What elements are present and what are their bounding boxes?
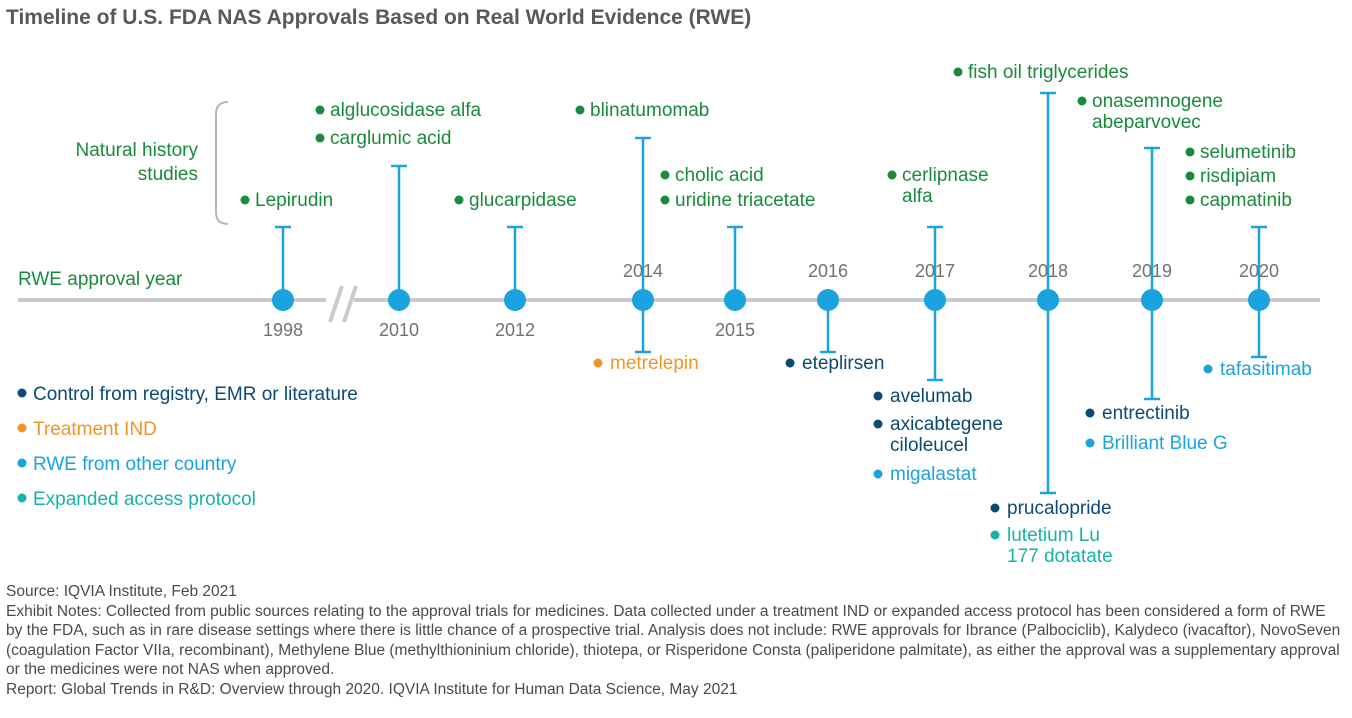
bullet-dot (240, 195, 250, 205)
bullet-dot (1185, 171, 1195, 181)
bullet-dot (990, 530, 1000, 540)
bullet-dot (953, 67, 963, 77)
bullet-dot (660, 170, 670, 180)
drug-label-2019: onasemnogene (1092, 91, 1223, 112)
bullet-dot (575, 105, 585, 115)
bullet-dot (1185, 195, 1195, 205)
legend-item-label: Treatment IND (33, 419, 157, 440)
drug-label-2020: risdipiam (1200, 166, 1276, 187)
drug-label-2019: abeparvovec (1092, 112, 1201, 133)
year-node-2012 (504, 289, 526, 311)
drug-label-2014: blinatumomab (590, 100, 709, 121)
bullet-dot (1085, 438, 1095, 448)
drug-label-2018: 177 dotatate (1007, 546, 1113, 567)
year-node-2016 (817, 289, 839, 311)
rwe-year-label: RWE approval year (18, 269, 183, 290)
drug-label-2017: avelumab (890, 386, 972, 407)
year-label-2018: 2018 (1028, 261, 1068, 281)
drug-label-2018: fish oil triglycerides (968, 62, 1129, 83)
year-node-2018 (1037, 289, 1059, 311)
report-note: Report: Global Trends in R&D: Overview t… (6, 680, 738, 698)
bullet-dot (1077, 96, 1087, 106)
bullet-dot (1203, 364, 1213, 374)
drug-label-2012: glucarpidase (469, 190, 577, 211)
natural-history-label: Natural history (76, 140, 199, 161)
drug-label-2015: cholic acid (675, 165, 764, 186)
bullet-dot (1085, 408, 1095, 418)
year-label-2016: 2016 (808, 261, 848, 281)
legend-dot (17, 458, 27, 468)
year-node-2014 (632, 289, 654, 311)
drug-label-2018: lutetium Lu (1007, 525, 1100, 546)
drug-label-2017: axicabtegene (890, 414, 1003, 435)
year-label-2015: 2015 (715, 320, 755, 340)
natural-history-label: studies (138, 164, 198, 185)
drug-label-2016: eteplirsen (802, 353, 884, 374)
year-label-2017: 2017 (915, 261, 955, 281)
bullet-dot (873, 469, 883, 479)
bullet-dot (454, 195, 464, 205)
axis-break-mark-2 (342, 285, 358, 323)
year-label-2014: 2014 (623, 261, 663, 281)
page-title: Timeline of U.S. FDA NAS Approvals Based… (6, 6, 752, 29)
drug-label-2019: Brilliant Blue G (1102, 433, 1228, 454)
bullet-dot (990, 503, 1000, 513)
year-label-2012: 2012 (495, 320, 535, 340)
drug-label-2017: ciloleucel (890, 435, 968, 456)
bullet-dot (887, 170, 897, 180)
legend-dot (17, 423, 27, 433)
drug-label-2015: uridine triacetate (675, 190, 815, 211)
legend-dot (17, 493, 27, 503)
year-node-1998 (272, 289, 294, 311)
source-note: Source: IQVIA Institute, Feb 2021 (6, 583, 237, 600)
drug-label-2020: selumetinib (1200, 142, 1296, 163)
bullet-dot (785, 358, 795, 368)
bullet-dot (873, 391, 883, 401)
exhibit-notes: Exhibit Notes: Collected from public sou… (6, 602, 1341, 679)
year-node-2010 (388, 289, 410, 311)
legend-item-label: Expanded access protocol (33, 489, 256, 510)
drug-label-2020: capmatinib (1200, 190, 1292, 211)
bullet-dot (660, 195, 670, 205)
drug-label-2020: tafasitimab (1220, 359, 1312, 380)
bullet-dot (315, 133, 325, 143)
year-node-2017 (924, 289, 946, 311)
drug-label-2014: metrelepin (610, 353, 699, 374)
year-label-1998: 1998 (263, 320, 303, 340)
legend-item-label: RWE from other country (33, 454, 237, 475)
drug-label-2017: migalastat (890, 464, 977, 485)
drug-label-2010: alglucosidase alfa (330, 100, 481, 121)
axis-break-mark-1 (328, 285, 344, 323)
drug-label-2017: cerlipnase (902, 165, 989, 186)
drug-label-2018: prucalopride (1007, 498, 1112, 519)
legend-item-label: Control from registry, EMR or literature (33, 384, 358, 405)
year-label-2020: 2020 (1239, 261, 1279, 281)
legend-dot (17, 388, 27, 398)
year-node-2020 (1248, 289, 1270, 311)
bullet-dot (315, 105, 325, 115)
drug-label-2017: alfa (902, 186, 933, 207)
bullet-dot (593, 358, 603, 368)
timeline-diagram: RWE approval year Natural history studies 1… (17, 62, 1320, 567)
bullet-dot (873, 419, 883, 429)
bullet-dot (1185, 147, 1195, 157)
notes-block: Source: IQVIA Institute, Feb 2021 Exhibi… (6, 582, 1346, 699)
drug-label-2010: carglumic acid (330, 128, 451, 149)
year-node-2015 (724, 289, 746, 311)
year-label-2010: 2010 (379, 320, 419, 340)
natural-history-bracket (215, 101, 229, 225)
drug-label-2019: entrectinib (1102, 403, 1190, 424)
year-node-2019 (1141, 289, 1163, 311)
drug-label-1998: Lepirudin (255, 190, 333, 211)
year-label-2019: 2019 (1132, 261, 1172, 281)
